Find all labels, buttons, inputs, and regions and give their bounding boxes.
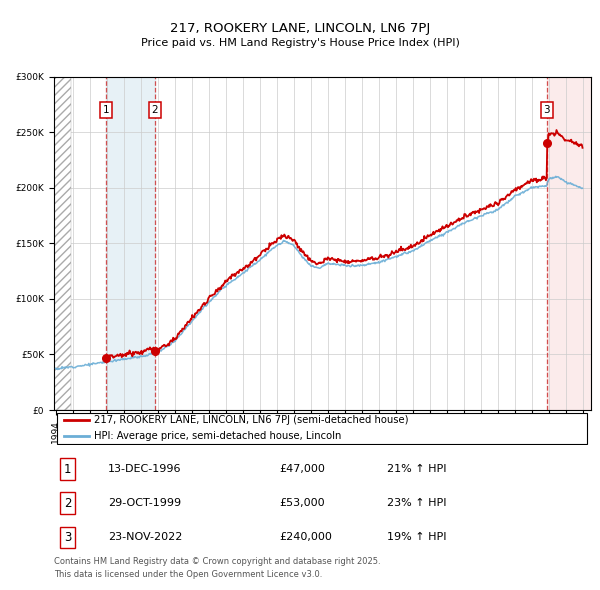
Text: 3: 3 xyxy=(64,530,71,544)
Text: HPI: Average price, semi-detached house, Lincoln: HPI: Average price, semi-detached house,… xyxy=(94,431,341,441)
Text: 217, ROOKERY LANE, LINCOLN, LN6 7PJ: 217, ROOKERY LANE, LINCOLN, LN6 7PJ xyxy=(170,22,430,35)
Text: Price paid vs. HM Land Registry's House Price Index (HPI): Price paid vs. HM Land Registry's House … xyxy=(140,38,460,48)
Bar xyxy=(54,77,71,410)
Text: 19% ↑ HPI: 19% ↑ HPI xyxy=(387,532,446,542)
Text: £53,000: £53,000 xyxy=(280,498,325,508)
Text: 3: 3 xyxy=(544,105,550,115)
Text: Contains HM Land Registry data © Crown copyright and database right 2025.: Contains HM Land Registry data © Crown c… xyxy=(54,558,380,566)
Text: 1: 1 xyxy=(103,105,109,115)
Text: 2: 2 xyxy=(64,497,71,510)
Text: 21% ↑ HPI: 21% ↑ HPI xyxy=(387,464,446,474)
Bar xyxy=(547,77,593,410)
Text: 1: 1 xyxy=(64,463,71,476)
Text: 217, ROOKERY LANE, LINCOLN, LN6 7PJ (semi-detached house): 217, ROOKERY LANE, LINCOLN, LN6 7PJ (sem… xyxy=(94,415,409,425)
Text: 23% ↑ HPI: 23% ↑ HPI xyxy=(387,498,446,508)
Text: This data is licensed under the Open Government Licence v3.0.: This data is licensed under the Open Gov… xyxy=(54,571,322,579)
Bar xyxy=(106,77,155,410)
FancyBboxPatch shape xyxy=(56,412,587,444)
Text: 23-NOV-2022: 23-NOV-2022 xyxy=(108,532,182,542)
Text: 29-OCT-1999: 29-OCT-1999 xyxy=(108,498,181,508)
Text: £240,000: £240,000 xyxy=(280,532,332,542)
Text: 2: 2 xyxy=(151,105,158,115)
Text: 13-DEC-1996: 13-DEC-1996 xyxy=(108,464,181,474)
Text: £47,000: £47,000 xyxy=(280,464,325,474)
